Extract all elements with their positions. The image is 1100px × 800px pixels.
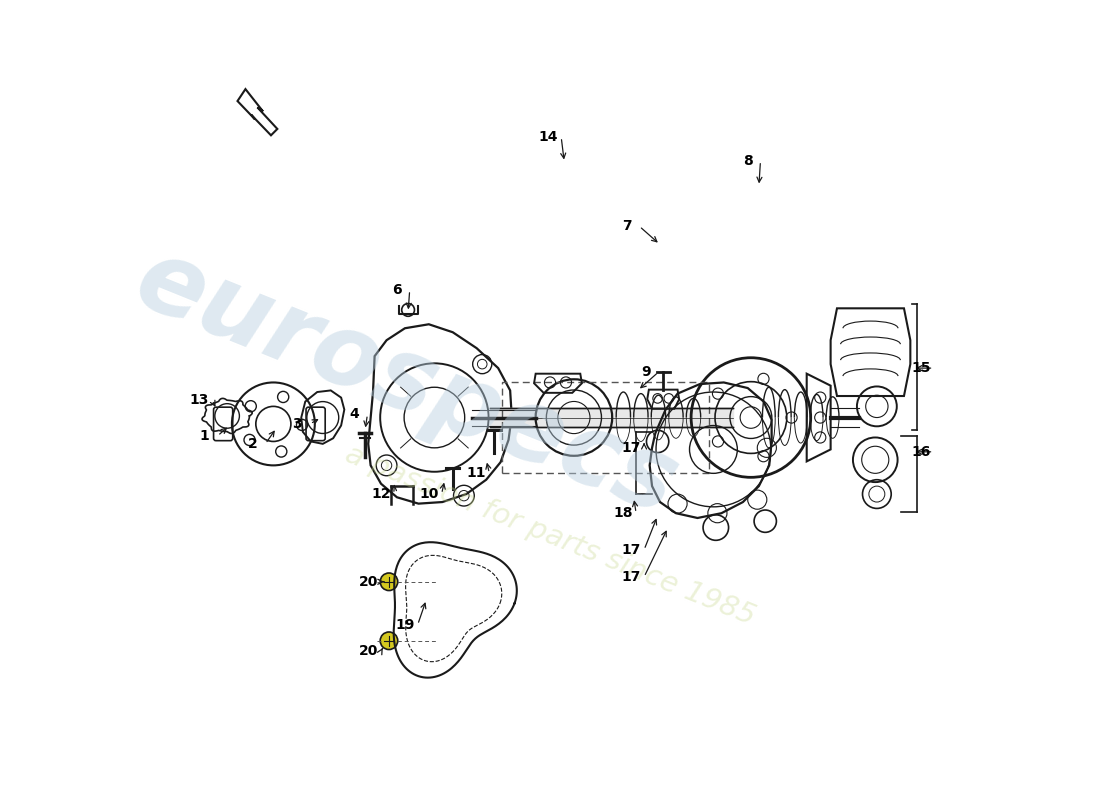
Text: 11: 11 bbox=[466, 466, 486, 480]
Text: 18: 18 bbox=[614, 506, 634, 520]
Circle shape bbox=[381, 632, 398, 650]
Circle shape bbox=[381, 573, 398, 590]
Text: a passion for parts since 1985: a passion for parts since 1985 bbox=[341, 440, 759, 631]
Text: 12: 12 bbox=[371, 487, 390, 501]
Text: 13: 13 bbox=[189, 393, 209, 407]
Text: 9: 9 bbox=[641, 365, 650, 379]
Text: 6: 6 bbox=[392, 283, 402, 297]
Text: 17: 17 bbox=[621, 543, 641, 557]
Text: 17: 17 bbox=[621, 441, 641, 455]
Text: 15: 15 bbox=[911, 361, 931, 375]
Text: 14: 14 bbox=[539, 130, 558, 144]
Text: eurospecs: eurospecs bbox=[122, 231, 691, 537]
Text: 10: 10 bbox=[419, 487, 439, 501]
Text: 8: 8 bbox=[742, 154, 752, 168]
Polygon shape bbox=[238, 89, 277, 135]
Text: 17: 17 bbox=[621, 570, 641, 584]
Text: 7: 7 bbox=[621, 219, 631, 234]
Text: 20: 20 bbox=[359, 574, 378, 589]
Text: 19: 19 bbox=[395, 618, 415, 632]
Text: 2: 2 bbox=[248, 437, 257, 451]
Text: 20: 20 bbox=[359, 644, 378, 658]
Text: 3: 3 bbox=[293, 417, 303, 431]
Bar bbox=[503, 382, 710, 474]
Text: 16: 16 bbox=[911, 445, 931, 459]
Text: 4: 4 bbox=[350, 407, 360, 422]
Text: 1: 1 bbox=[200, 429, 210, 443]
